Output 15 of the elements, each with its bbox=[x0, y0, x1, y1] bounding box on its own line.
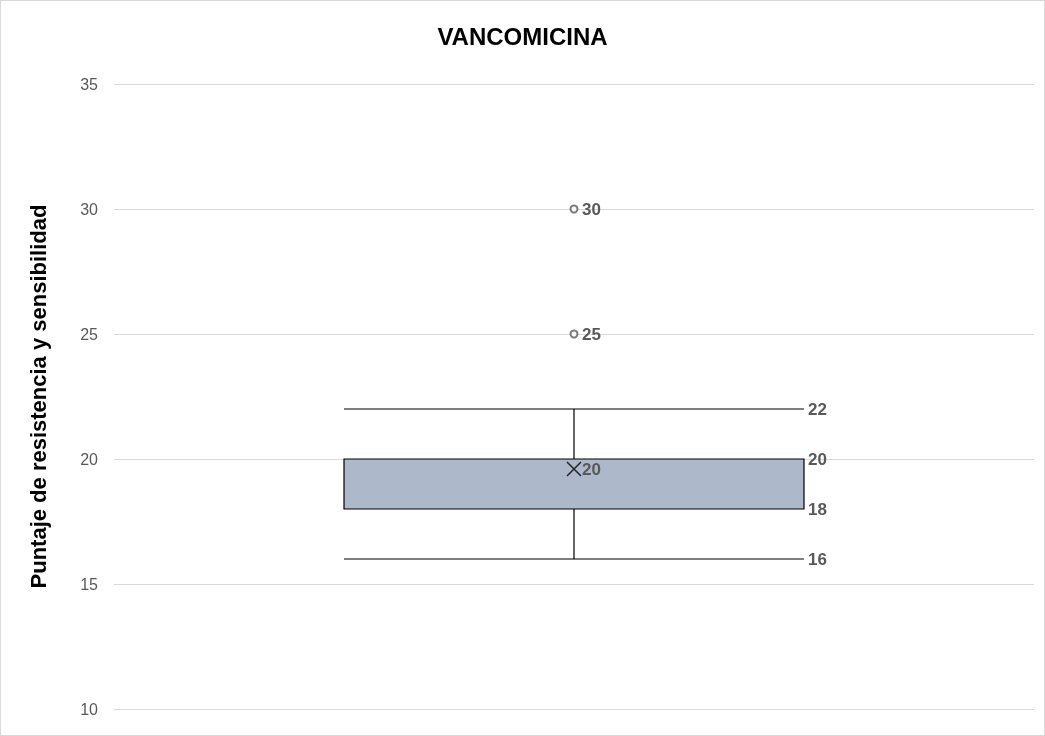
y-tick-label: 25 bbox=[80, 325, 99, 343]
y-axis-title: Puntaje de resistencia y sensibilidad bbox=[25, 204, 51, 589]
y-tick-label: 15 bbox=[80, 575, 99, 593]
chart-title: VANCOMICINA bbox=[437, 22, 608, 50]
annotation: 18 bbox=[808, 499, 827, 519]
y-tick-label: 30 bbox=[80, 200, 99, 218]
annotation: 30 bbox=[582, 199, 601, 219]
y-tick-label: 35 bbox=[80, 75, 99, 93]
annotation: 20 bbox=[808, 449, 827, 469]
y-tick-label: 10 bbox=[80, 700, 99, 718]
annotation: 22 bbox=[808, 399, 827, 419]
y-tick-label: 20 bbox=[80, 450, 99, 468]
annotation: 25 bbox=[582, 324, 601, 344]
annotation: 16 bbox=[808, 549, 827, 569]
annotation: 20 bbox=[582, 459, 601, 479]
